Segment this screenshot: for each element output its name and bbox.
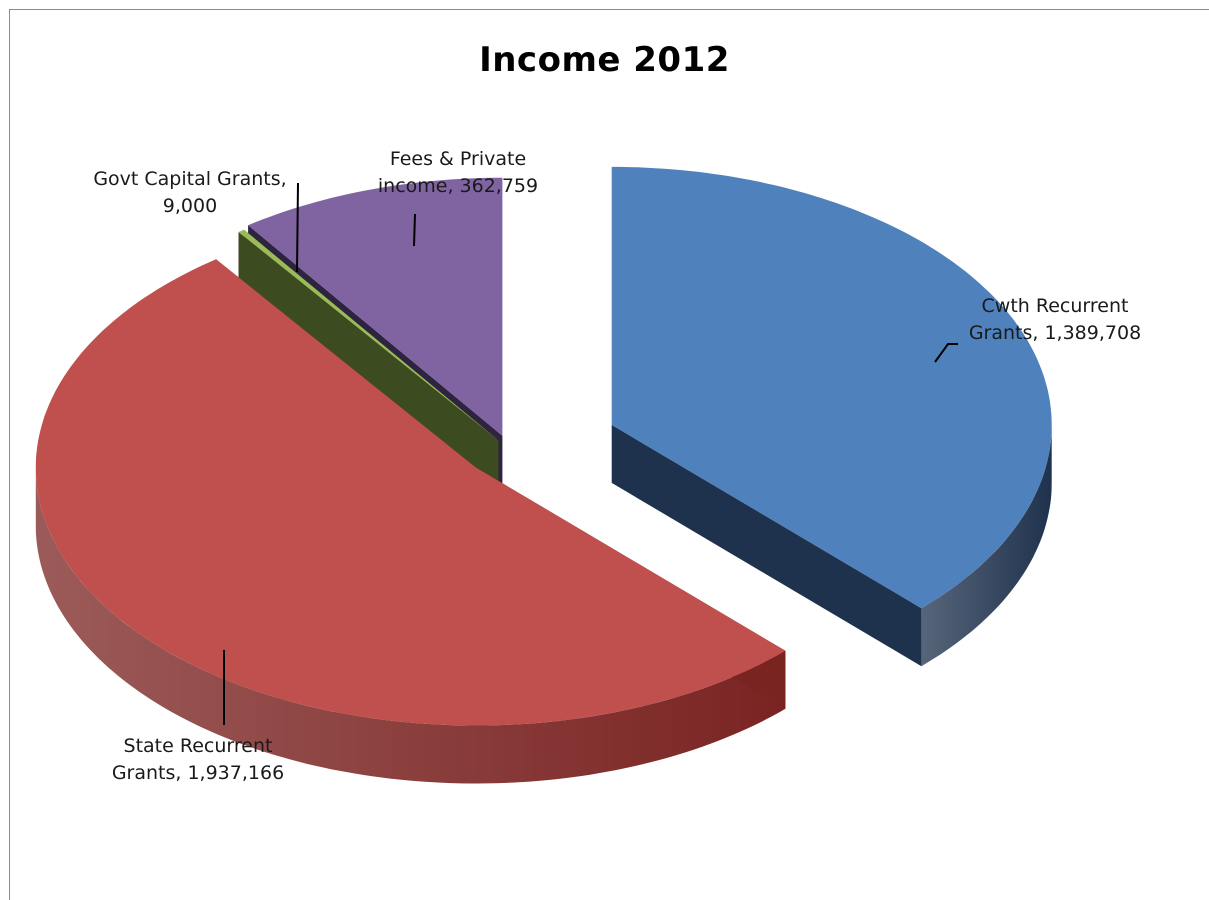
chart-title: Income 2012 [479, 40, 730, 80]
leader-line [413, 213, 416, 247]
pie-slice-govt-capital-grants [238, 229, 499, 499]
slice-outer-wall [921, 424, 1052, 667]
slice-cut-face [244, 229, 499, 499]
pie-slices [35, 166, 1052, 784]
slice-top-face [248, 177, 503, 436]
slice-top-face [611, 166, 1052, 609]
pie-slice-cwth-recurrent-grants [611, 166, 1052, 667]
data-label: Cwth Recurrent Grants, 1,389,708 [969, 295, 1141, 344]
slice-top-face [238, 229, 499, 441]
slice-cut-face [611, 424, 922, 667]
data-label: Govt Capital Grants, 9,000 [93, 168, 286, 217]
data-label: State Recurrent Grants, 1,937,166 [112, 735, 284, 784]
leader-line [296, 182, 299, 273]
leader-line [934, 343, 958, 363]
data-label: Fees & Private income, 362,759 [378, 148, 538, 197]
slice-top-face [35, 259, 786, 726]
